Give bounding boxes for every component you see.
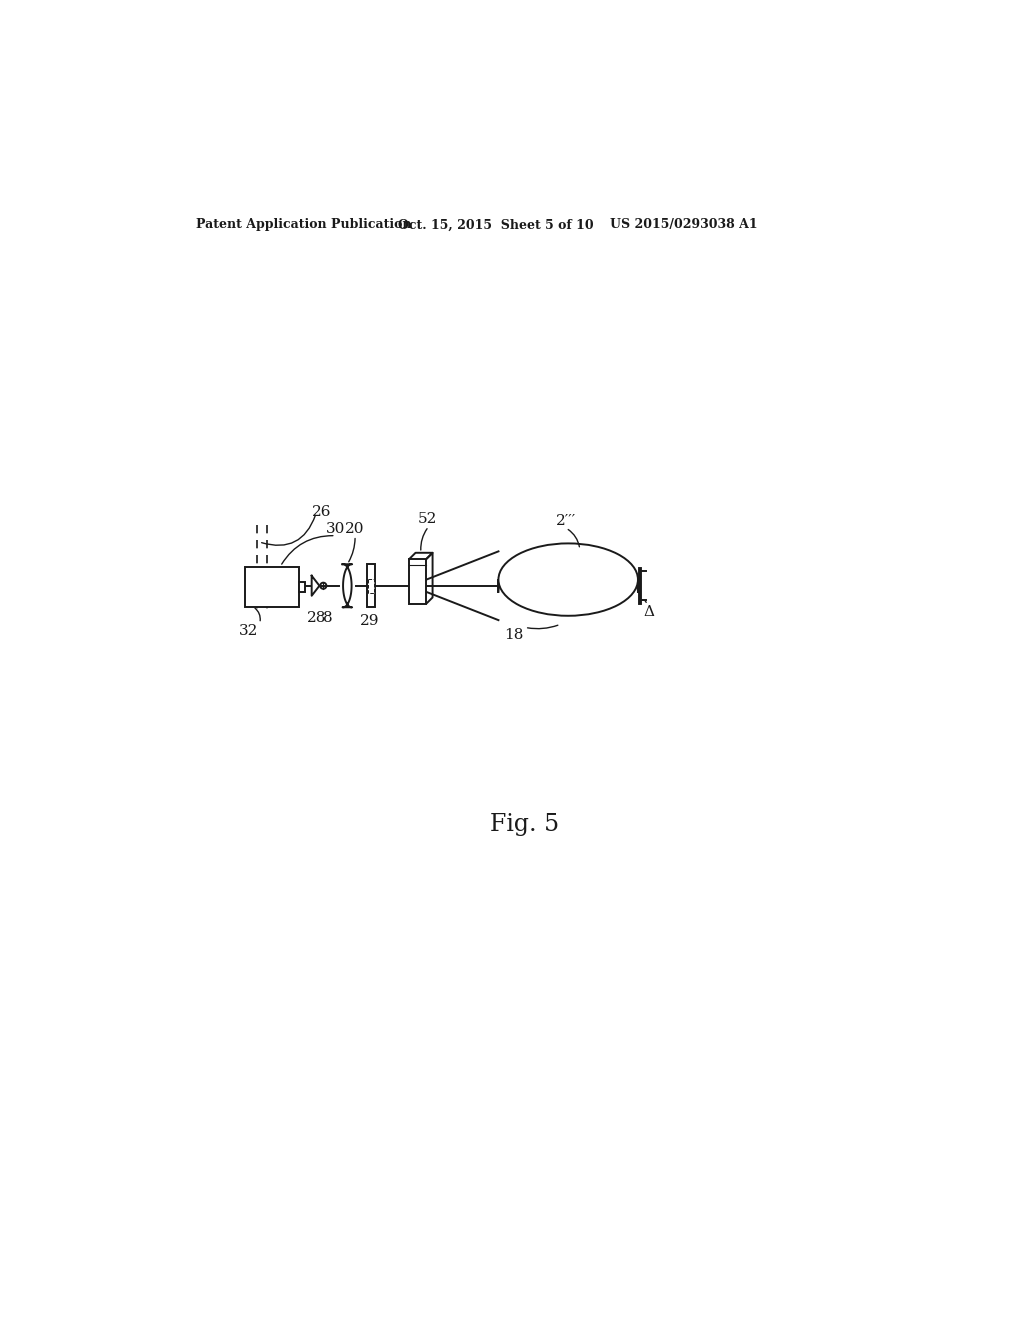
Text: Patent Application Publication: Patent Application Publication — [197, 218, 412, 231]
Text: 28: 28 — [307, 611, 327, 626]
Text: 2′′′: 2′′′ — [556, 513, 575, 528]
Text: 20: 20 — [345, 521, 365, 536]
Bar — [368, 564, 375, 607]
Ellipse shape — [499, 544, 638, 615]
Text: 32: 32 — [239, 624, 258, 639]
Text: US 2015/0293038 A1: US 2015/0293038 A1 — [610, 218, 758, 231]
Text: 8: 8 — [324, 611, 333, 626]
Text: 26: 26 — [311, 506, 331, 519]
Bar — [245, 566, 299, 607]
Text: 30: 30 — [326, 521, 345, 536]
Polygon shape — [342, 564, 352, 607]
Text: Oct. 15, 2015  Sheet 5 of 10: Oct. 15, 2015 Sheet 5 of 10 — [397, 218, 593, 231]
Text: Δ: Δ — [643, 605, 654, 619]
Text: Fig. 5: Fig. 5 — [490, 813, 559, 836]
Bar — [299, 582, 305, 591]
Text: 29: 29 — [360, 614, 380, 628]
Text: 18: 18 — [504, 628, 523, 642]
Bar — [410, 558, 426, 603]
Text: 52: 52 — [418, 512, 437, 525]
Bar — [369, 579, 375, 593]
Polygon shape — [311, 576, 319, 595]
